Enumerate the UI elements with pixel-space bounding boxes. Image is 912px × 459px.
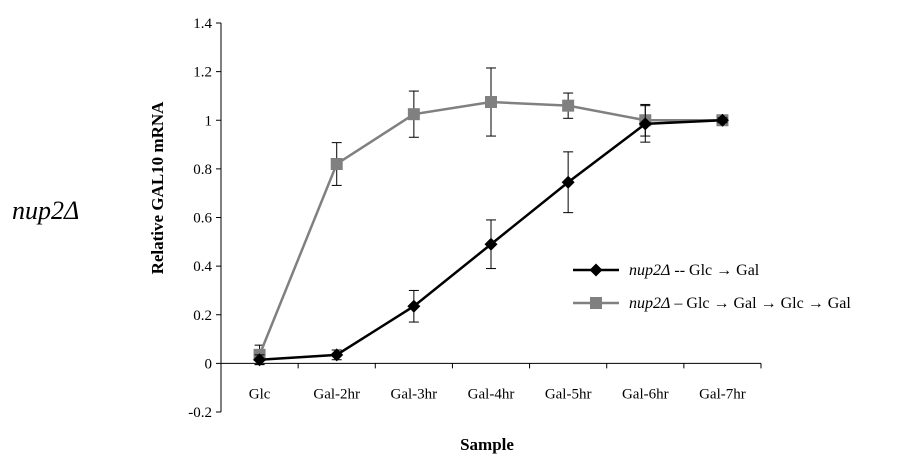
data-point: [407, 108, 420, 121]
data-point: [715, 113, 729, 127]
data-point: [407, 299, 421, 313]
series-1: [253, 105, 729, 367]
legend-label-condition: – Glc → Gal → Glc → Gal: [670, 295, 851, 312]
y-tick-label: 0.2: [193, 308, 212, 324]
y-tick-label: 0.4: [193, 259, 212, 275]
legend-label: nup2Δ – Glc → Gal → Glc → Gal: [629, 295, 851, 312]
data-point: [561, 175, 575, 189]
legend-label-strain: nup2Δ: [629, 262, 670, 279]
x-tick-label: Gal-4hr: [468, 386, 515, 402]
strain-label: nup2Δ: [12, 196, 80, 225]
y-axis: -0.2 0 0.2 0.4 0.6 0.8 1 1.2 1.4: [188, 16, 222, 421]
y-tick-label: 0.8: [193, 162, 212, 178]
y-tick-label: 0: [205, 356, 213, 372]
x-tick-label: Gal-6hr: [622, 386, 669, 402]
x-tick-label: Gal-2hr: [313, 386, 360, 402]
x-axis: Glc Gal-2hr Gal-3hr Gal-4hr Gal-5hr Gal-6hr Ga…: [220, 362, 762, 402]
y-tick-label: 0.6: [193, 211, 212, 227]
y-axis-label: Relative GAL10 mRNA: [148, 101, 167, 275]
data-point: [485, 96, 497, 109]
legend-label-strain: nup2Δ: [629, 295, 670, 312]
x-tick-label: Gal-5hr: [545, 386, 592, 402]
data-point: [330, 158, 343, 171]
y-tick-label: 1: [205, 113, 213, 129]
legend-label-condition: -- Glc → Gal: [670, 262, 759, 279]
x-tick-label: Glc: [249, 386, 271, 402]
data-point: [330, 348, 344, 362]
legend-label: nup2Δ -- Glc → Gal: [629, 262, 760, 279]
x-tick-label: Gal-3hr: [391, 386, 438, 402]
series-layer: [253, 67, 729, 367]
legend-marker: [589, 263, 603, 277]
data-point: [638, 117, 652, 131]
legend-marker: [590, 297, 602, 309]
x-tick-label: Gal-7hr: [699, 386, 746, 402]
y-tick-label: 1.2: [193, 65, 212, 81]
x-axis-label: Sample: [460, 435, 514, 454]
y-tick-label: 1.4: [193, 16, 212, 32]
data-point: [484, 237, 498, 251]
series-2: [253, 67, 729, 366]
data-point: [253, 353, 267, 367]
data-point: [562, 99, 575, 112]
y-tick-label: -0.2: [188, 405, 212, 421]
